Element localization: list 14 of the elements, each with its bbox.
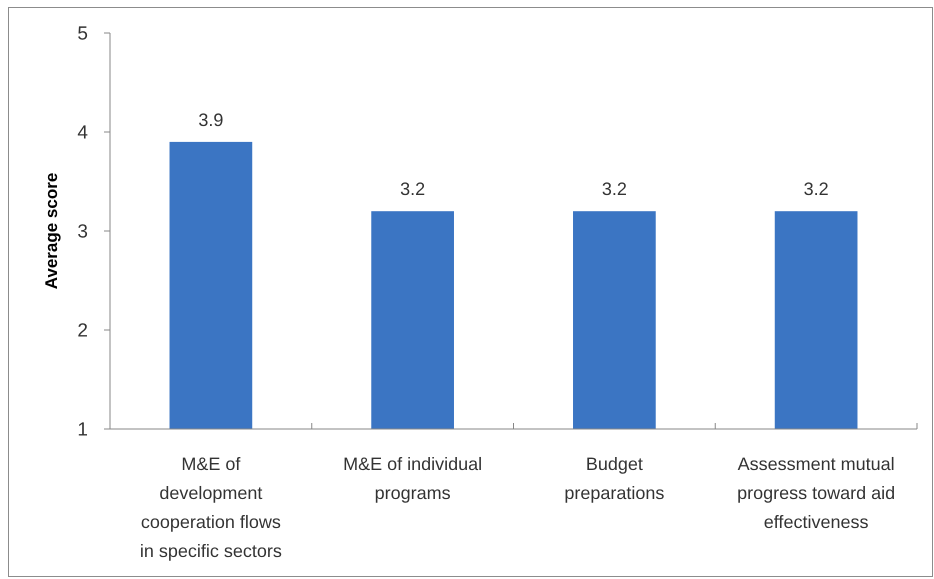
x-tick-label: Assessment mutual progress toward aid effectiveness bbox=[737, 454, 896, 532]
x-tick-label: M&E of individual programs bbox=[343, 454, 482, 503]
data-label: 3.2 bbox=[602, 179, 627, 200]
y-tick-label: 1 bbox=[77, 420, 88, 441]
data-label: 3.9 bbox=[198, 110, 224, 130]
y-tick-label: 3 bbox=[77, 222, 88, 243]
y-axis-title: Average score bbox=[42, 172, 61, 290]
data-label: 3.2 bbox=[804, 179, 829, 200]
x-tick-label: Budget preparations bbox=[564, 454, 664, 503]
y-tick-label: 4 bbox=[77, 122, 88, 144]
x-tick-label: M&E of development cooperation flows in specific sectors bbox=[140, 454, 282, 561]
data-label: 3.2 bbox=[400, 179, 426, 200]
y-tick-label: 5 bbox=[77, 24, 88, 45]
y-tick-label: 2 bbox=[77, 320, 88, 342]
